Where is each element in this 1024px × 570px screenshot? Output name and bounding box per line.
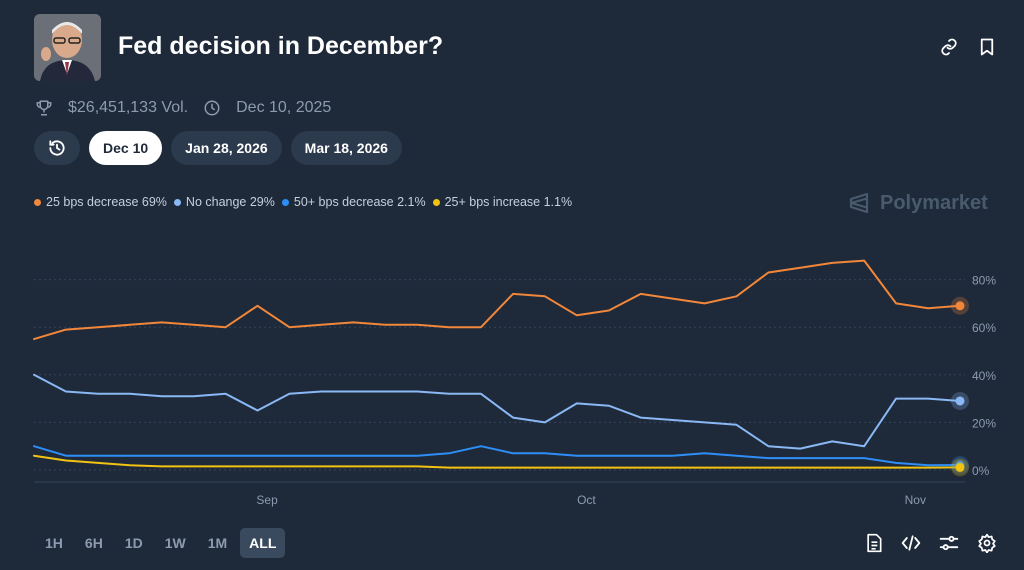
document-icon[interactable]: [864, 533, 884, 553]
range-tab-6h[interactable]: 6H: [84, 535, 103, 551]
market-avatar: [34, 14, 101, 81]
history-button[interactable]: [34, 131, 80, 165]
link-icon[interactable]: [938, 36, 960, 58]
range-tab-1d[interactable]: 1D: [124, 535, 143, 551]
y-tick-label: 80%: [972, 274, 996, 288]
range-tab-1m[interactable]: 1M: [207, 535, 228, 551]
legend-item: 25+ bps increase 1.1%: [432, 195, 573, 209]
legend-item: 50+ bps decrease 2.1%: [281, 195, 426, 209]
trophy-icon: [34, 98, 54, 118]
series-end-dot: [955, 396, 965, 406]
page-title: Fed decision in December?: [118, 32, 444, 60]
y-tick-label: 20%: [972, 416, 996, 430]
x-tick-label: Sep: [256, 493, 278, 507]
legend-label: No change 29%: [185, 195, 275, 209]
price-history-chart[interactable]: 0% 20% 40% 60% 80% Sep Oct Nov: [0, 230, 1024, 515]
series-end-dot: [955, 301, 965, 311]
legend-label: 25+ bps increase 1.1%: [444, 195, 573, 209]
time-range-tabs: 1H 6H 1D 1W 1M ALL: [36, 528, 286, 558]
market-header: Fed decision in December?: [34, 14, 994, 82]
code-icon[interactable]: [901, 533, 921, 553]
x-tick-label: Nov: [905, 493, 926, 507]
tab-mar-18-2026[interactable]: Mar 18, 2026: [290, 131, 402, 165]
series-line: [33, 445, 961, 467]
history-icon: [49, 140, 65, 156]
polymarket-logo-icon: [849, 192, 869, 214]
legend-item: No change 29%: [173, 195, 275, 209]
person-portrait-icon: [34, 14, 101, 81]
range-tab-all[interactable]: ALL: [240, 528, 286, 558]
legend-dot: [432, 198, 440, 206]
range-tab-1h[interactable]: 1H: [45, 535, 63, 551]
series-line: [33, 259, 961, 341]
y-tick-label: 60%: [972, 321, 996, 335]
legend-dot: [173, 198, 181, 206]
end-date-text: Dec 10, 2025: [236, 99, 332, 116]
bookmark-icon[interactable]: [976, 36, 998, 58]
y-tick-label: 40%: [972, 369, 996, 383]
clock-icon: [202, 98, 222, 118]
volume-text: $26,451,133 Vol.: [68, 99, 189, 116]
x-tick-label: Oct: [577, 493, 596, 507]
legend-item: 25 bps decrease 69%: [34, 195, 167, 209]
range-tab-1w[interactable]: 1W: [164, 535, 186, 551]
legend-dot: [34, 198, 41, 206]
sliders-icon[interactable]: [939, 533, 959, 553]
chart-legend: 25 bps decrease 69% No change 29% 50+ bp…: [34, 195, 572, 209]
series-line: [33, 373, 961, 450]
date-tabs: Dec 10 Jan 28, 2026 Mar 18, 2026: [34, 131, 402, 165]
tab-dec-10[interactable]: Dec 10: [89, 131, 163, 165]
series-line: [33, 454, 961, 469]
polymarket-watermark: Polymarket: [847, 191, 988, 215]
y-tick-label: 0%: [972, 464, 990, 478]
series-end-dot: [955, 462, 965, 472]
brand-name: Polymarket: [880, 191, 988, 214]
legend-label: 50+ bps decrease 2.1%: [293, 195, 426, 209]
market-meta: $26,451,133 Vol. Dec 10, 2025: [34, 96, 331, 120]
tab-jan-28-2026[interactable]: Jan 28, 2026: [171, 131, 282, 165]
legend-label: 25 bps decrease 69%: [46, 195, 167, 209]
legend-dot: [281, 198, 289, 206]
gear-icon[interactable]: [977, 533, 997, 553]
